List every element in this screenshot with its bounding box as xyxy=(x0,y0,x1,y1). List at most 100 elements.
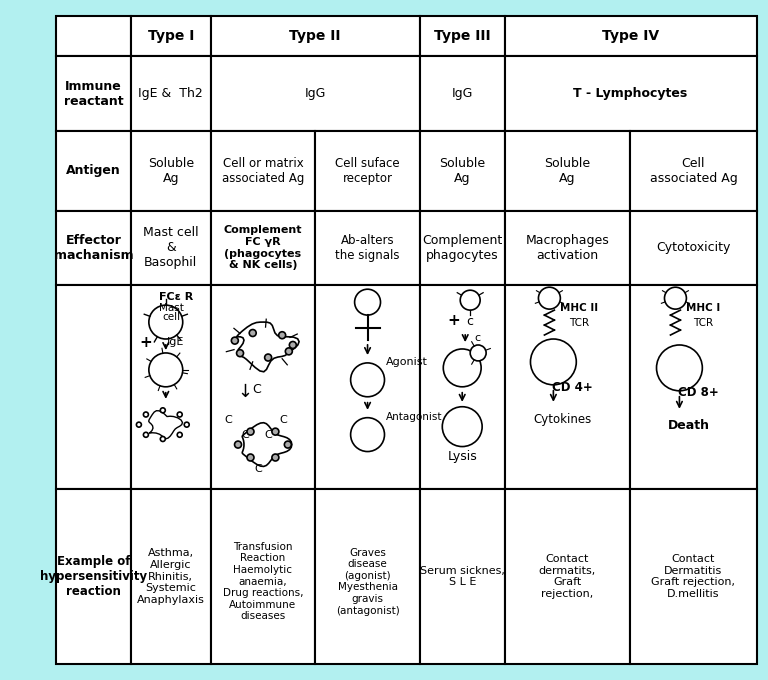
Text: Agonist: Agonist xyxy=(386,357,427,367)
Text: Type IV: Type IV xyxy=(602,29,659,44)
Text: Cytokines: Cytokines xyxy=(533,413,591,426)
Bar xyxy=(630,285,756,490)
Text: c: c xyxy=(474,333,480,343)
Text: C: C xyxy=(264,430,272,439)
Text: C: C xyxy=(254,464,262,475)
Text: CD 4+: CD 4+ xyxy=(552,381,593,394)
Text: c: c xyxy=(467,315,474,328)
Circle shape xyxy=(538,287,561,309)
Bar xyxy=(420,211,505,285)
Text: CD 8+: CD 8+ xyxy=(678,386,719,399)
Circle shape xyxy=(664,287,687,309)
Circle shape xyxy=(149,305,183,339)
Bar xyxy=(131,131,210,211)
Bar xyxy=(505,131,630,211)
Text: Complement
phagocytes: Complement phagocytes xyxy=(422,234,502,262)
Circle shape xyxy=(247,454,254,461)
Circle shape xyxy=(279,332,286,339)
Text: Soluble
Ag: Soluble Ag xyxy=(545,156,591,185)
Text: Lysis: Lysis xyxy=(447,450,477,463)
Text: IgG: IgG xyxy=(452,87,473,100)
Text: C: C xyxy=(224,415,232,425)
Circle shape xyxy=(351,363,385,396)
Text: ↓: ↓ xyxy=(237,383,253,401)
Text: MHC I: MHC I xyxy=(687,303,720,313)
Bar xyxy=(131,490,210,664)
Text: Mast: Mast xyxy=(159,303,184,313)
Text: C: C xyxy=(279,415,286,425)
Text: Cell suface
receptor: Cell suface receptor xyxy=(336,156,400,185)
Circle shape xyxy=(161,437,165,441)
Text: T - Lymphocytes: T - Lymphocytes xyxy=(574,87,687,100)
Bar xyxy=(505,285,630,490)
Polygon shape xyxy=(237,322,299,372)
Bar xyxy=(630,131,756,211)
Circle shape xyxy=(250,330,257,337)
Bar xyxy=(420,56,505,131)
Bar xyxy=(315,211,420,285)
Text: Type III: Type III xyxy=(434,29,491,44)
Polygon shape xyxy=(149,411,183,439)
Text: Cell or matrix
associated Ag: Cell or matrix associated Ag xyxy=(222,156,304,185)
Bar xyxy=(505,211,630,285)
Bar xyxy=(315,285,420,490)
Bar xyxy=(315,131,420,211)
Circle shape xyxy=(657,345,703,391)
Bar xyxy=(210,56,420,131)
Circle shape xyxy=(177,412,182,417)
Circle shape xyxy=(144,412,148,417)
Text: Cytotoxicity: Cytotoxicity xyxy=(656,241,730,254)
Bar xyxy=(56,16,131,56)
Circle shape xyxy=(286,348,293,355)
Bar xyxy=(56,211,131,285)
Text: TCR: TCR xyxy=(694,318,713,328)
Text: FCε R: FCε R xyxy=(159,292,193,302)
Bar xyxy=(505,490,630,664)
Text: cell: cell xyxy=(163,312,180,322)
Bar xyxy=(56,131,131,211)
Text: Antagonist: Antagonist xyxy=(386,411,442,422)
Bar xyxy=(420,285,505,490)
Text: Contact
dermatits,
Graft
rejection,: Contact dermatits, Graft rejection, xyxy=(538,554,596,599)
Text: Antigen: Antigen xyxy=(66,164,121,177)
Text: Soluble
Ag: Soluble Ag xyxy=(147,156,194,185)
Bar xyxy=(210,490,315,664)
Bar xyxy=(505,56,756,131)
Text: C: C xyxy=(253,384,261,396)
Circle shape xyxy=(272,454,279,461)
Text: Mast cell
&
Basophil: Mast cell & Basophil xyxy=(143,226,199,269)
Text: Complement
FC γR
(phagocytes
& NK cells): Complement FC γR (phagocytes & NK cells) xyxy=(223,226,302,270)
Text: Immune
reactant: Immune reactant xyxy=(64,80,124,107)
Text: Contact
Dermatitis
Graft rejection,
D.mellitis: Contact Dermatitis Graft rejection, D.me… xyxy=(651,554,736,599)
Text: TCR: TCR xyxy=(569,318,589,328)
Bar xyxy=(131,211,210,285)
Bar xyxy=(56,285,131,490)
Bar xyxy=(131,285,210,490)
Bar xyxy=(210,131,315,211)
Bar xyxy=(56,490,131,664)
Text: Effector
machanism: Effector machanism xyxy=(54,234,134,262)
Bar xyxy=(505,16,756,56)
Bar xyxy=(420,16,505,56)
Text: MHC II: MHC II xyxy=(560,303,598,313)
Circle shape xyxy=(470,345,486,361)
Circle shape xyxy=(237,350,243,356)
Circle shape xyxy=(234,441,241,448)
Circle shape xyxy=(184,422,189,427)
Circle shape xyxy=(149,353,183,387)
Circle shape xyxy=(284,441,291,448)
Circle shape xyxy=(144,432,148,437)
Text: Ab-alters
the signals: Ab-alters the signals xyxy=(336,234,400,262)
Bar xyxy=(210,285,315,490)
Bar xyxy=(315,490,420,664)
Text: Type II: Type II xyxy=(290,29,341,44)
Text: IgE: IgE xyxy=(167,337,184,347)
Circle shape xyxy=(265,354,272,361)
Text: Macrophages
activation: Macrophages activation xyxy=(525,234,609,262)
Text: Serum sicknes,
S L E: Serum sicknes, S L E xyxy=(420,566,505,588)
Text: IgG: IgG xyxy=(305,87,326,100)
Circle shape xyxy=(137,422,141,427)
Circle shape xyxy=(272,428,279,435)
Text: Asthma,
Allergic
Rhinitis,
Systemic
Anaphylaxis: Asthma, Allergic Rhinitis, Systemic Anap… xyxy=(137,548,205,605)
Circle shape xyxy=(443,349,481,387)
